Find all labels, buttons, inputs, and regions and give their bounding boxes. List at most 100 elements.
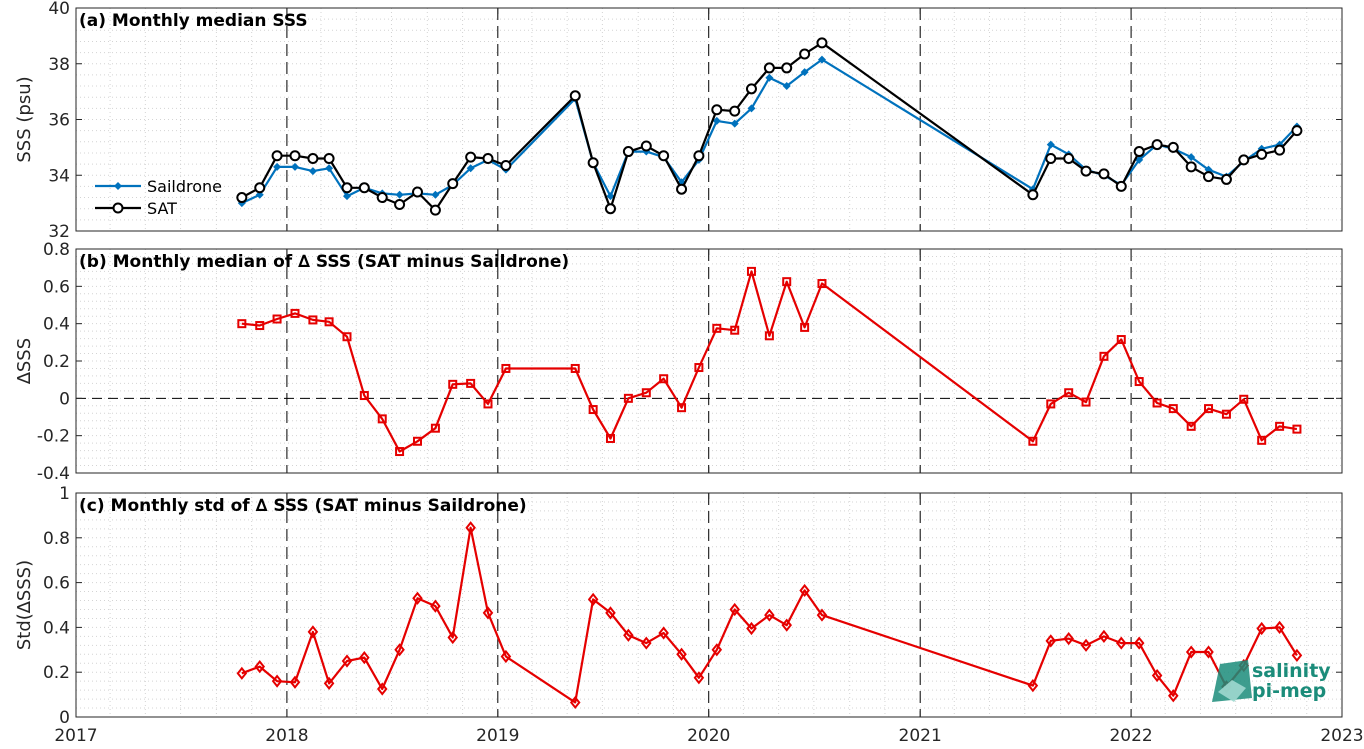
- saildrone-point: [290, 162, 299, 171]
- sat-point: [693, 150, 705, 162]
- x-tick-label: 2020: [687, 726, 730, 745]
- delta-std-point: [465, 521, 476, 535]
- legend-saildrone-label: Saildrone: [147, 177, 222, 196]
- sat-point: [1274, 144, 1286, 156]
- delta-std-point: [236, 666, 248, 680]
- delta-std-point: [482, 606, 494, 620]
- sat-point: [640, 140, 652, 152]
- delta-std-point: [1063, 631, 1074, 646]
- delta-std-point: [323, 676, 335, 691]
- delta-median-point: [290, 308, 300, 318]
- logo-wave-icon: [1218, 680, 1246, 702]
- sat-point: [763, 62, 775, 74]
- delta-median-point: [237, 319, 247, 329]
- delta-std-point: [447, 630, 459, 645]
- sat-point: [500, 159, 512, 171]
- delta-median-point: [746, 266, 756, 276]
- delta-std-point: [254, 659, 266, 674]
- delta-std-point: [693, 671, 705, 685]
- legend: Saildrone SAT: [95, 177, 222, 218]
- delta-median-point: [1275, 421, 1285, 431]
- legend-sat-label: SAT: [147, 199, 177, 218]
- delta-median-point: [1081, 397, 1091, 407]
- delta-std-point: [816, 608, 828, 622]
- saildrone-point: [730, 119, 739, 128]
- y-tick-label: 0.6: [43, 574, 70, 594]
- delta-median-point: [448, 379, 458, 389]
- sat-point: [1151, 139, 1163, 151]
- sat-point: [358, 182, 370, 194]
- y-tick-label: 36: [48, 111, 70, 131]
- delta-std-point: [641, 636, 652, 650]
- delta-median-point: [466, 378, 476, 388]
- saildrone-point: [273, 162, 282, 171]
- saildrone-point: [342, 192, 351, 201]
- y-axis-label: Std(∆SSS): [14, 560, 35, 650]
- delta-std-point: [746, 621, 757, 636]
- sat-point: [1291, 125, 1303, 137]
- delta-median-point: [1186, 421, 1196, 431]
- sat-point: [1080, 165, 1092, 177]
- sat-point: [1185, 161, 1197, 173]
- x-tick-label: 2019: [476, 726, 519, 745]
- delta-std-point: [1080, 638, 1092, 652]
- y-tick-label: -0.2: [37, 427, 70, 447]
- delta-median-point: [1116, 335, 1126, 345]
- sat-point: [1063, 153, 1075, 165]
- delta-std-point: [412, 591, 423, 605]
- delta-median-point: [659, 374, 669, 384]
- delta-std-point: [658, 626, 669, 640]
- y-tick-label: 0: [59, 708, 70, 728]
- sat-point: [622, 146, 634, 158]
- delta-median-point: [677, 403, 687, 413]
- y-axis-label: SSS (psu): [14, 76, 35, 162]
- delta-median-point: [483, 399, 493, 409]
- delta-median-point: [308, 315, 318, 325]
- delta-median-point: [1239, 394, 1249, 404]
- sat-point: [1045, 153, 1057, 165]
- delta-std-point: [1185, 645, 1197, 659]
- panel-3: 0 0.2 0.4 0.6 0.8 1 Std(∆SSS) (c) Monthly std o…: [14, 484, 1343, 728]
- delta-std-point: [394, 643, 405, 657]
- delta-median-point: [1168, 404, 1178, 414]
- sat-point: [676, 183, 688, 195]
- delta-std-point: [799, 583, 810, 598]
- delta-median-point: [623, 393, 633, 403]
- delta-median-point: [1204, 404, 1214, 414]
- delta-std-point: [764, 608, 775, 622]
- delta-median-point: [395, 447, 405, 457]
- legend-saildrone-marker: [114, 182, 122, 190]
- delta-median-point: [588, 405, 598, 415]
- saildrone-point: [395, 190, 404, 199]
- y-tick-label: 32: [48, 222, 70, 242]
- delta-median-point: [570, 363, 580, 373]
- delta-std-point: [376, 682, 388, 696]
- delta-median-point: [272, 314, 282, 324]
- delta-median-point: [1134, 377, 1144, 387]
- x-tick-label: 2018: [265, 726, 308, 745]
- delta-median-point: [1099, 351, 1109, 361]
- sat-point: [411, 186, 423, 198]
- sat-point: [587, 157, 599, 169]
- delta-std-point: [781, 618, 792, 632]
- saildrone-point: [1187, 153, 1196, 162]
- saildrone-point: [800, 68, 809, 77]
- sat-point: [1203, 171, 1215, 183]
- logo-line1: salinity: [1252, 660, 1331, 682]
- y-tick-label: 0.2: [43, 663, 70, 683]
- y-tick-label: 40: [48, 0, 70, 19]
- delta-std-point: [1115, 636, 1127, 650]
- series-2-line: [241, 270, 1298, 453]
- delta-median-point: [1152, 398, 1162, 408]
- sat-point: [429, 204, 441, 216]
- delta-std-point: [569, 695, 581, 710]
- delta-std-point: [1045, 634, 1057, 648]
- logo-line2: pi-mep: [1252, 680, 1326, 702]
- delta-std-point: [1291, 648, 1303, 663]
- sat-point: [341, 182, 353, 194]
- sat-point: [376, 192, 388, 204]
- x-tick-label: 2022: [1109, 726, 1152, 745]
- y-tick-label: 0.6: [43, 277, 70, 297]
- delta-std-point: [1151, 668, 1163, 683]
